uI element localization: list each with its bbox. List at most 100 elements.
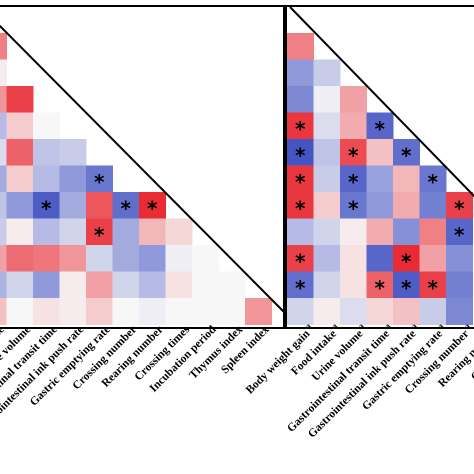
heatmap-cell bbox=[245, 298, 272, 325]
heatmap-cell bbox=[340, 298, 367, 325]
heatmap-cell bbox=[340, 86, 367, 113]
panel-frame bbox=[0, 5, 285, 329]
heatmap-cell bbox=[33, 192, 60, 219]
heatmap-cell bbox=[6, 139, 34, 166]
significance-mark: * bbox=[94, 170, 105, 194]
heatmap-cell bbox=[6, 298, 34, 325]
heatmap-cell bbox=[33, 218, 60, 246]
heatmap-cell bbox=[287, 245, 314, 272]
heatmap-cell bbox=[112, 192, 140, 219]
heatmap-cell bbox=[287, 139, 314, 166]
heatmap-cell bbox=[366, 139, 394, 166]
heatmap-cell bbox=[0, 86, 7, 113]
heatmap-cell bbox=[446, 245, 473, 272]
significance-mark: * bbox=[295, 170, 306, 194]
heatmap-cell bbox=[6, 192, 34, 219]
heatmap-cell bbox=[139, 218, 166, 246]
heatmap-cell bbox=[393, 298, 420, 325]
heatmap-cell bbox=[0, 139, 7, 166]
heatmap-cell bbox=[86, 271, 113, 299]
heatmap-cell bbox=[165, 245, 193, 272]
tick-label-superscript: a bbox=[408, 322, 419, 333]
heatmap-cell bbox=[86, 218, 113, 246]
heatmap-cell bbox=[192, 245, 219, 272]
significance-mark: * bbox=[454, 196, 465, 220]
significance-mark: * bbox=[401, 143, 412, 167]
heatmap-cell bbox=[0, 112, 7, 140]
diagonal-line bbox=[0, 24, 288, 316]
heatmap-cell bbox=[366, 112, 394, 140]
heatmap-cell bbox=[86, 192, 113, 219]
heatmap-cell bbox=[366, 218, 394, 246]
heatmap-cell bbox=[393, 218, 420, 246]
heatmap-cell bbox=[6, 112, 34, 140]
heatmap-cell bbox=[366, 192, 394, 219]
heatmap-cell bbox=[287, 112, 314, 140]
heatmap-cell bbox=[112, 245, 140, 272]
tick-label-superscript: a bbox=[461, 322, 472, 333]
heatmap-cell bbox=[419, 165, 447, 193]
heatmap-cell bbox=[112, 218, 140, 246]
significance-mark: * bbox=[401, 276, 412, 300]
heatmap-cell bbox=[86, 298, 113, 325]
heatmap-cell bbox=[313, 139, 341, 166]
heatmap-cell bbox=[139, 192, 166, 219]
heatmap-cell bbox=[366, 165, 394, 193]
heatmap-cell bbox=[33, 271, 60, 299]
significance-mark: * bbox=[121, 196, 132, 220]
heatmap-cell bbox=[6, 245, 34, 272]
heatmap-cell bbox=[0, 218, 7, 246]
heatmap-cell bbox=[419, 192, 447, 219]
heatmap-cell bbox=[33, 139, 60, 166]
heatmap-cell bbox=[313, 218, 341, 246]
significance-mark: * bbox=[295, 117, 306, 141]
significance-mark: * bbox=[348, 196, 359, 220]
significance-mark: * bbox=[375, 276, 386, 300]
heatmap-cell bbox=[287, 86, 314, 113]
significance-mark: * bbox=[428, 276, 439, 300]
heatmap-cell bbox=[313, 298, 341, 325]
heatmap-cell bbox=[393, 271, 420, 299]
heatmap-cell bbox=[287, 298, 314, 325]
heatmap-cell bbox=[446, 218, 473, 246]
heatmap-cell bbox=[419, 298, 447, 325]
heatmap-cell bbox=[86, 245, 113, 272]
tick-label-superscript: a bbox=[434, 322, 445, 333]
heatmap-cell bbox=[287, 192, 314, 219]
heatmap-cell bbox=[86, 165, 113, 193]
heatmap-cell bbox=[165, 271, 193, 299]
significance-mark: * bbox=[295, 143, 306, 167]
significance-mark: * bbox=[348, 143, 359, 167]
tick-label-superscript: a bbox=[381, 322, 392, 333]
heatmap-cell bbox=[165, 298, 193, 325]
heatmap-cell bbox=[33, 245, 60, 272]
heatmap-cell bbox=[340, 218, 367, 246]
heatmap-cell bbox=[287, 165, 314, 193]
heatmap-cell bbox=[340, 165, 367, 193]
heatmap-cell bbox=[446, 271, 473, 299]
tick-label-superscript: a bbox=[328, 322, 339, 333]
heatmap-panel-2: * ** * ** * ** * *** ** * * *Body weight gain aFood… bbox=[242, 5, 474, 440]
significance-mark: * bbox=[428, 170, 439, 194]
heatmap-cell bbox=[287, 271, 314, 299]
heatmap-cell bbox=[419, 245, 447, 272]
heatmap-cell bbox=[313, 112, 341, 140]
significance-mark: * bbox=[41, 196, 52, 220]
heatmap-cell bbox=[33, 298, 60, 325]
tick-label-superscript: a bbox=[355, 322, 366, 333]
significance-mark: * bbox=[348, 170, 359, 194]
heatmap-cell bbox=[366, 298, 394, 325]
heatmap-cell bbox=[218, 298, 246, 325]
panel-frame bbox=[285, 5, 474, 329]
heatmap-cell bbox=[33, 165, 60, 193]
heatmap-cell bbox=[446, 298, 473, 325]
heatmap-cell bbox=[393, 165, 420, 193]
heatmap-cell bbox=[112, 271, 140, 299]
heatmap-cell bbox=[419, 218, 447, 246]
heatmap-cell bbox=[393, 139, 420, 166]
diagonal-line bbox=[289, 6, 474, 198]
heatmap-cell bbox=[139, 245, 166, 272]
heatmap-cell bbox=[192, 271, 219, 299]
